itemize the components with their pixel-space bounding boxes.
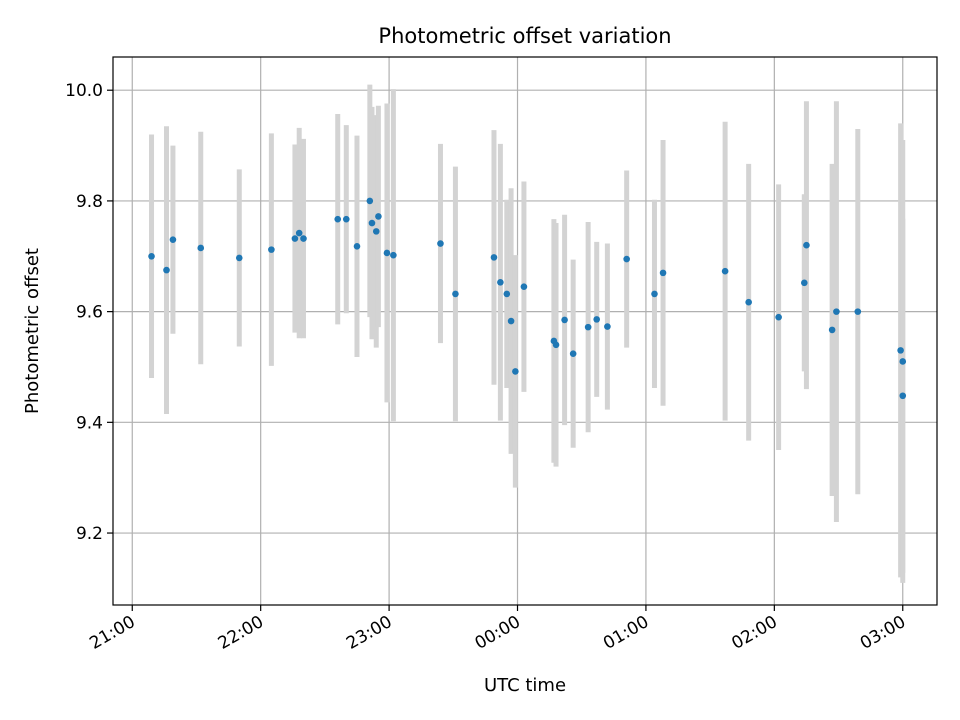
x-tick-label: 22:00	[215, 612, 267, 654]
data-point	[507, 317, 515, 325]
data-point	[334, 215, 342, 223]
data-point	[366, 197, 374, 205]
data-point	[745, 298, 752, 306]
data-point	[623, 255, 630, 263]
data-point	[295, 229, 303, 237]
data-points	[148, 197, 907, 400]
data-point	[148, 252, 155, 260]
data-point	[659, 269, 667, 277]
y-axis-label: Photometric offset	[22, 248, 43, 414]
data-point	[584, 323, 592, 331]
data-point	[721, 267, 729, 275]
data-point	[437, 240, 444, 247]
y-tick-label: 9.8	[76, 192, 103, 212]
data-point	[268, 246, 275, 253]
data-point	[375, 213, 382, 220]
y-tick-label: 9.2	[76, 524, 103, 544]
data-point	[899, 392, 907, 400]
chart-title: Photometric offset variation	[378, 24, 671, 48]
data-point	[197, 244, 205, 252]
data-point	[368, 219, 376, 227]
data-point	[593, 316, 600, 323]
data-point	[497, 278, 504, 286]
x-axis: 21:00 22:00 23:00 00:00 01:00 02:00 03:00	[86, 605, 909, 654]
data-point	[291, 235, 299, 242]
x-tick-label: 00:00	[472, 612, 524, 654]
x-tick-label: 02:00	[728, 612, 780, 654]
y-tick-label: 9.4	[76, 413, 103, 433]
data-point	[604, 323, 611, 330]
data-point	[490, 254, 498, 261]
data-point	[651, 290, 658, 298]
data-point	[452, 290, 459, 298]
data-point	[897, 347, 904, 354]
data-point	[300, 235, 307, 242]
data-point	[383, 249, 391, 257]
y-axis: 9.2 9.4 9.6 9.8 10.0	[65, 81, 113, 544]
data-point	[372, 228, 380, 235]
data-point	[833, 308, 840, 315]
data-point	[828, 326, 836, 334]
data-point	[899, 358, 907, 365]
data-point	[353, 243, 361, 250]
data-point	[163, 266, 170, 274]
y-tick-label: 9.6	[76, 303, 103, 323]
data-point	[561, 316, 568, 324]
x-tick-label: 01:00	[600, 612, 652, 654]
data-point	[803, 241, 810, 249]
data-point	[503, 290, 511, 298]
data-point	[775, 313, 782, 321]
x-tick-label: 21:00	[86, 612, 138, 654]
plot-frame	[112, 56, 938, 606]
data-point	[342, 215, 350, 223]
data-point	[512, 368, 519, 375]
x-tick-label: 23:00	[343, 612, 395, 654]
data-point	[801, 279, 808, 287]
y-tick-label: 10.0	[65, 81, 103, 101]
data-point	[520, 283, 528, 291]
x-tick-label: 03:00	[857, 612, 909, 654]
data-point	[169, 236, 177, 243]
data-point	[552, 341, 560, 349]
data-point	[390, 251, 397, 259]
x-axis-label: UTC time	[484, 675, 566, 696]
data-point	[235, 254, 243, 262]
data-point	[854, 308, 862, 315]
data-point	[569, 350, 577, 357]
